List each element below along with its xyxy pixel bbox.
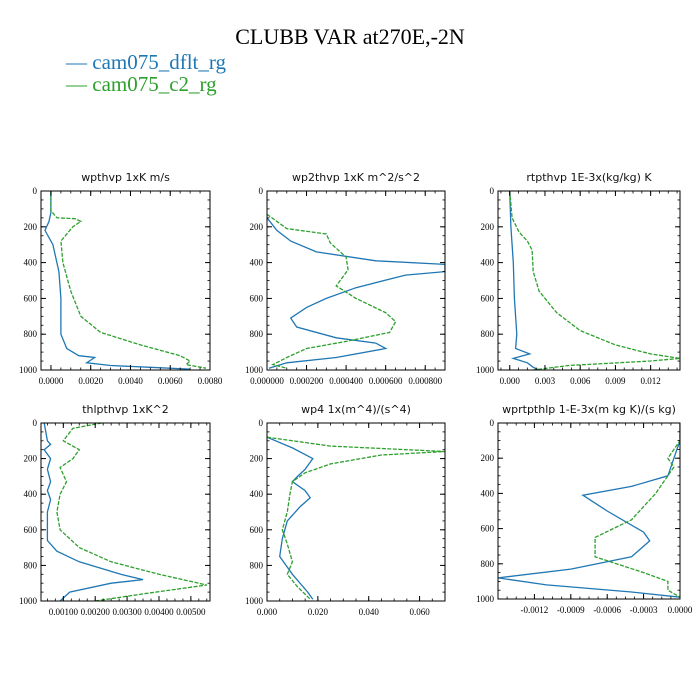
y-tick-label: 0: [259, 418, 264, 428]
x-tick-label: 0.000000: [250, 376, 284, 386]
x-tick-label: 0.00400: [144, 607, 174, 617]
plot-frame: [497, 422, 681, 600]
legend-entry-dflt: — cam075_dflt_rg: [66, 50, 227, 74]
y-tick-label: 1000: [476, 365, 495, 375]
x-tick-label: 0.060: [409, 607, 430, 617]
x-tick-label: 0.0000: [39, 376, 64, 386]
y-tick-label: 200: [481, 453, 495, 463]
plot-frame: [40, 190, 211, 371]
chart-panel-2: wp2thvp 1xK m^2/s^2020040060080010000.00…: [245, 171, 446, 386]
chart-title: rtpthvp 1E-3x(kg/kg) K: [526, 171, 652, 184]
y-tick-label: 800: [24, 329, 38, 339]
y-tick-label: 200: [24, 454, 38, 464]
x-tick-label: 0.000200: [290, 376, 324, 386]
y-tick-label: 200: [481, 222, 495, 232]
x-tick-label: 0.0040: [118, 376, 143, 386]
chart-panel-3: rtpthvp 1E-3x(kg/kg) K 0 200 400 600 800 1000 0…: [476, 171, 681, 386]
x-tick-label: -0.0003: [630, 605, 658, 615]
x-tick-label: -0.0009: [557, 605, 585, 615]
x-tick-label: 0.00500: [176, 607, 206, 617]
x-tick-label: 0.0080: [198, 376, 223, 386]
chart-title: wpthvp 1xK m/s: [81, 171, 170, 184]
y-tick-label: 800: [481, 329, 495, 339]
y-tick-label: 600: [250, 293, 264, 303]
chart-title: thlpthvp 1xK^2: [82, 403, 169, 416]
x-tick-label: 0.0000: [668, 605, 693, 615]
series-line-cam075_dflt_rg: [44, 191, 191, 370]
x-tick-label: 0.003: [535, 376, 556, 386]
y-tick-label: 0: [33, 418, 38, 428]
y-tick-label: 0: [259, 186, 264, 196]
y-tick-label: 0: [490, 186, 495, 196]
plot-frame: [497, 190, 681, 371]
x-tick-label: 0.0020: [78, 376, 103, 386]
plot-frame: [266, 190, 446, 371]
y-tick-label: 1000: [245, 596, 264, 606]
x-tick-label: 0.000800: [408, 376, 442, 386]
y-tick-label: 600: [481, 293, 495, 303]
y-tick-label: 200: [250, 454, 264, 464]
plot-frame: [40, 422, 211, 602]
y-tick-label: 600: [24, 525, 38, 535]
x-tick-label: -0.0012: [521, 605, 549, 615]
chart-title: wp4 1x(m^4)/(s^4): [301, 403, 411, 416]
x-tick-label: 0.020: [308, 607, 329, 617]
y-tick-label: 800: [250, 329, 264, 339]
x-tick-label: 0.000400: [329, 376, 363, 386]
series-line-cam075_c2_rg: [509, 191, 680, 370]
series-line-cam075_c2_rg: [267, 436, 445, 600]
chart-panel-6: wprtpthlp 1-E-3x(m kg K)/(s kg) 0 200 400 60…: [476, 403, 693, 615]
series-line-cam075_dflt_rg: [267, 217, 445, 369]
x-tick-label: 0.012: [641, 376, 661, 386]
x-tick-label: 0.00100: [49, 607, 79, 617]
y-tick-label: 0: [490, 418, 495, 428]
x-tick-label: 0.000: [500, 376, 521, 386]
y-tick-label: 600: [481, 524, 495, 534]
y-tick-label: 1000: [245, 365, 264, 375]
y-tick-label: 600: [24, 293, 38, 303]
x-tick-label: 0.000600: [369, 376, 403, 386]
y-tick-label: 400: [250, 258, 264, 268]
series-line-cam075_dflt_rg: [43, 423, 144, 601]
x-tick-label: 0.0060: [158, 376, 183, 386]
x-tick-label: 0.040: [359, 607, 380, 617]
y-tick-label: 1000: [19, 365, 38, 375]
chart-title: wp2thvp 1xK m^2/s^2: [292, 171, 420, 184]
x-tick-label: 0.009: [605, 376, 626, 386]
x-tick-label: -0.0006: [593, 605, 621, 615]
x-tick-label: 0.00200: [81, 607, 111, 617]
y-tick-label: 800: [250, 560, 264, 570]
x-tick-label: 0.000: [257, 607, 278, 617]
y-tick-label: 800: [481, 559, 495, 569]
legend-entry-c2: — cam075_c2_rg: [66, 72, 217, 96]
y-tick-label: 0: [33, 186, 38, 196]
y-tick-label: 400: [481, 258, 495, 268]
chart-title: wprtpthlp 1-E-3x(m kg K)/(s kg): [502, 403, 676, 416]
series-line-cam075_c2_rg: [50, 191, 207, 369]
y-tick-label: 400: [481, 488, 495, 498]
series-line-cam075_c2_rg: [267, 213, 397, 369]
y-tick-label: 400: [250, 489, 264, 499]
y-tick-label: 200: [24, 222, 38, 232]
x-tick-label: 0.00300: [112, 607, 142, 617]
series-line-cam075_c2_rg: [56, 423, 207, 601]
y-tick-label: 200: [250, 222, 264, 232]
y-tick-label: 400: [24, 258, 38, 268]
page-title: CLUBB VAR at270E,-2N: [235, 24, 465, 49]
series-line-cam075_dflt_rg: [509, 191, 540, 370]
series-line-cam075_dflt_rg: [498, 423, 680, 598]
y-tick-label: 1000: [476, 594, 495, 604]
y-tick-label: 1000: [19, 596, 38, 606]
y-tick-label: 400: [24, 489, 38, 499]
series-line-cam075_c2_rg: [594, 423, 680, 598]
y-tick-label: 600: [250, 525, 264, 535]
x-tick-label: 0.006: [570, 376, 591, 386]
y-tick-label: 800: [24, 560, 38, 570]
series-line-cam075_dflt_rg: [267, 436, 314, 600]
